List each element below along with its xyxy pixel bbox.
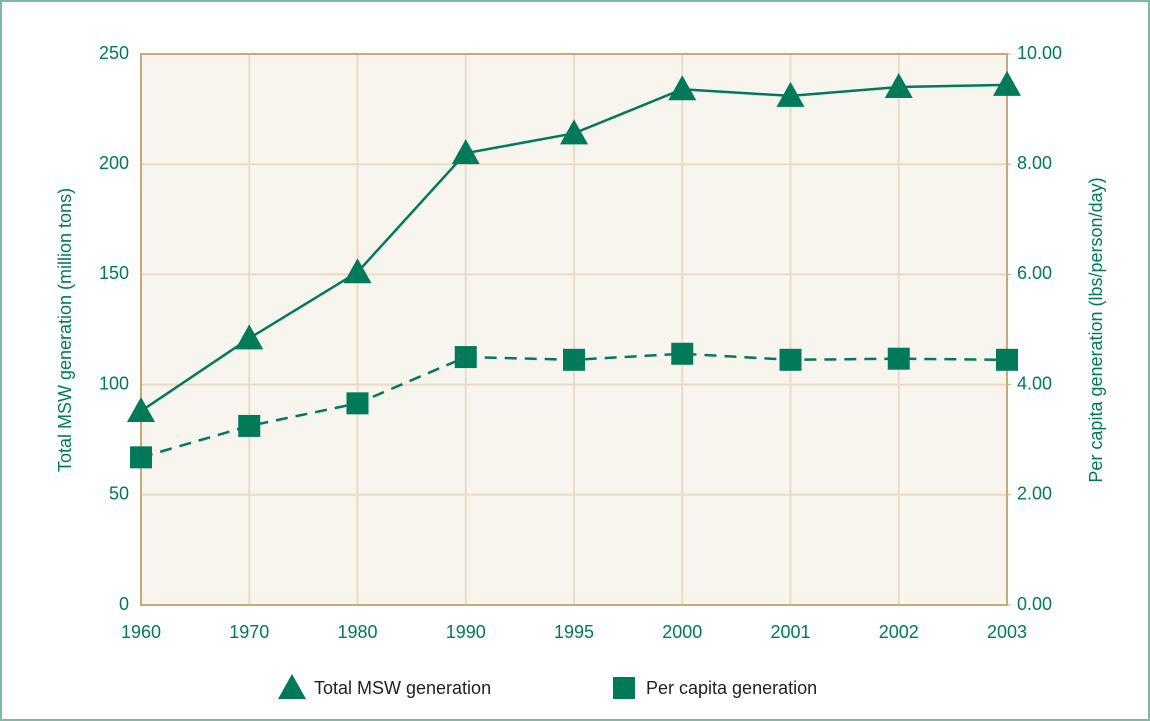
x-tick-label: 1980 [337, 622, 377, 642]
marker-square [887, 347, 910, 370]
x-tick-label: 2001 [770, 622, 810, 642]
y2-tick-label: 0.00 [1017, 594, 1052, 614]
marker-square [130, 446, 152, 469]
marker-square [238, 414, 261, 437]
y-tick-label: 100 [99, 373, 129, 393]
marker-triangle [235, 324, 264, 350]
marker-triangle [560, 119, 588, 145]
marker-triangle [776, 81, 805, 107]
x-tick-label: 1970 [229, 622, 269, 642]
x-tick-label: 2003 [987, 622, 1027, 642]
y2-tick-label: 6.00 [1017, 263, 1052, 283]
y-tick-label: 50 [109, 484, 129, 504]
x-tick-label: 1960 [121, 622, 161, 642]
y-tick-label: 150 [99, 263, 129, 283]
marker-square [996, 348, 1018, 371]
marker-square [346, 392, 369, 415]
marker-square [779, 348, 802, 371]
plot-border [140, 53, 1008, 606]
legend-label: Per capita generation [646, 678, 817, 698]
marker-square [671, 342, 694, 365]
marker-triangle [343, 258, 372, 284]
y-tick-label: 0 [119, 594, 129, 614]
x-tick-label: 2000 [662, 622, 702, 642]
x-tick-label: 2002 [879, 622, 919, 642]
y-tick-label: 250 [99, 43, 129, 63]
marker-triangle [993, 70, 1021, 96]
y2-tick-label: 4.00 [1017, 373, 1052, 393]
x-tick-label: 1990 [446, 622, 486, 642]
legend-marker [278, 674, 306, 699]
marker-triangle [127, 397, 155, 423]
marker-triangle [668, 75, 697, 101]
legend-marker [613, 677, 635, 699]
y-tick-label: 200 [99, 153, 129, 173]
y2-axis-label: Per capita generation (lbs/person/day) [1086, 177, 1106, 482]
x-tick-label: 1995 [554, 622, 594, 642]
y2-tick-label: 10.00 [1017, 43, 1062, 63]
legend-label: Total MSW generation [314, 678, 491, 698]
marker-triangle [884, 73, 913, 99]
marker-square [454, 346, 477, 369]
y-axis-label: Total MSW generation (million tons) [55, 188, 75, 472]
marker-triangle [451, 139, 480, 165]
marker-square [563, 348, 585, 371]
y2-tick-label: 8.00 [1017, 153, 1052, 173]
y2-tick-label: 2.00 [1017, 484, 1052, 504]
